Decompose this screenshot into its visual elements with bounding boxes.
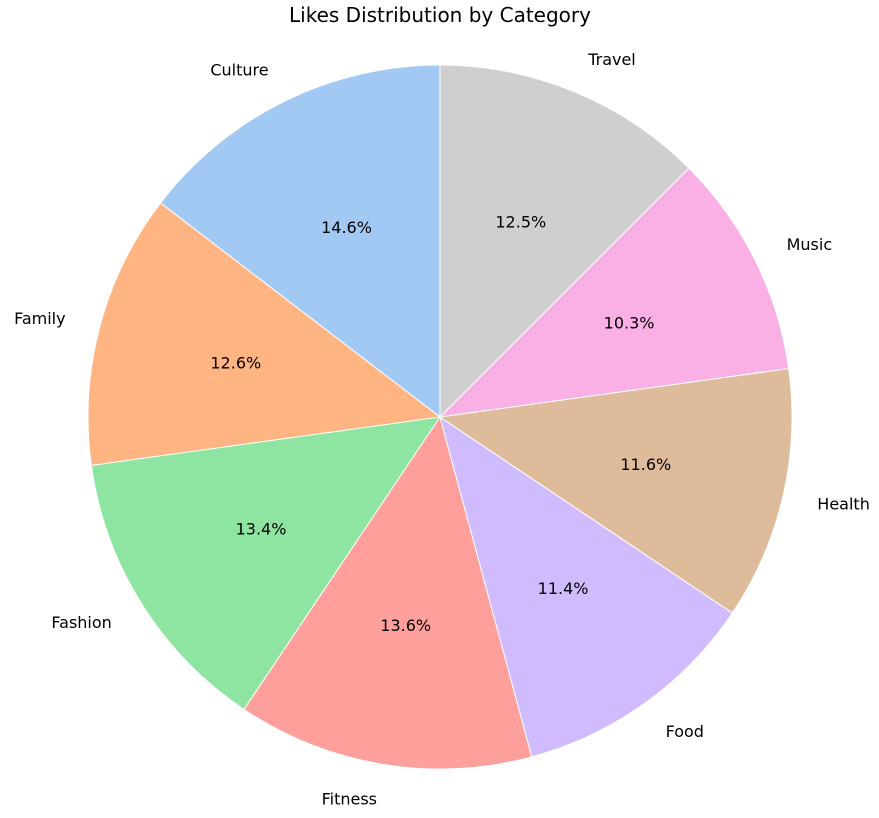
pct-label-family: 12.6% [210,354,261,373]
slice-label-food: Food [666,722,704,741]
pie-slice-family [87,202,442,467]
pie-slice-fitness [243,415,533,770]
slice-label-fashion: Fashion [51,613,111,632]
chart-title: Likes Distribution by Category [289,3,591,27]
pie-slice-culture [159,64,441,419]
pie-slice-travel [439,64,690,419]
slice-label-music: Music [787,235,833,254]
pct-label-fashion: 13.4% [236,520,287,539]
slice-label-health: Health [817,494,870,513]
pie-slice-health [438,367,793,614]
pct-label-food: 11.4% [538,579,589,598]
pct-label-culture: 14.6% [321,218,372,237]
pie-slice-music [438,167,790,418]
pie-labels: 14.6% Culture 12.6% Family 13.4% Fashion 13.6%… [14,50,870,809]
pie-slices [87,64,793,770]
slice-label-culture: Culture [210,60,268,79]
slice-label-travel: Travel [587,50,636,69]
pct-label-health: 11.6% [620,455,671,474]
pct-label-music: 10.3% [604,313,655,332]
pie-slice-food [439,415,734,758]
pie-slice-fashion [90,416,442,711]
slice-label-family: Family [14,309,65,328]
pct-label-travel: 12.5% [495,212,546,231]
pct-label-fitness: 13.6% [380,616,431,635]
slice-label-fitness: Fitness [322,790,377,809]
